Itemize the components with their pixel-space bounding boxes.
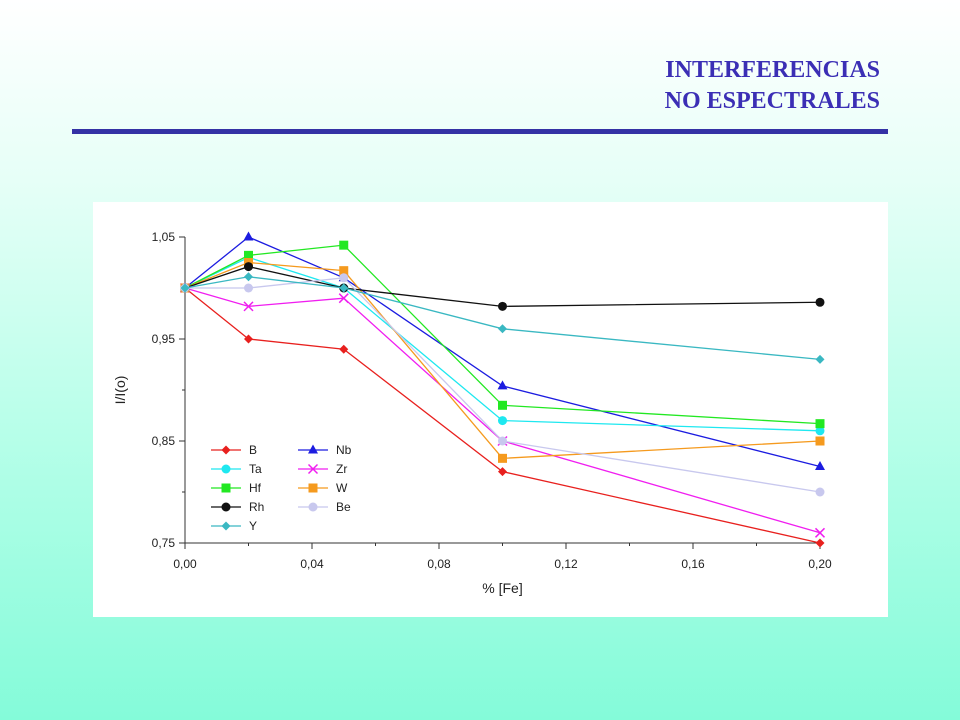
data-point-nb bbox=[815, 461, 825, 470]
data-point-y bbox=[244, 272, 253, 282]
legend-item-rh: Rh bbox=[211, 500, 264, 514]
data-point-be bbox=[498, 436, 507, 446]
slide-title-line-1: INTERFERENCIAS bbox=[665, 57, 880, 83]
legend-item-b: B bbox=[211, 443, 257, 457]
data-point-nb bbox=[243, 231, 254, 241]
data-point-w bbox=[815, 436, 825, 446]
y-tick-label: 0,75 bbox=[152, 536, 176, 550]
data-point-zr bbox=[338, 293, 349, 304]
legend-label: Nb bbox=[336, 443, 352, 457]
chart-legend: B Nb Ta Zr Hf W Rh Be Y bbox=[211, 443, 352, 533]
data-point-ta bbox=[815, 426, 825, 436]
legend-item-zr: Zr bbox=[298, 462, 347, 476]
legend-marker bbox=[307, 463, 319, 475]
series-line-nb bbox=[184, 236, 821, 468]
y-axis-label: I/I(o) bbox=[112, 376, 128, 405]
slide-title-line-2: NO ESPECTRALES bbox=[664, 88, 880, 114]
data-point-y bbox=[180, 283, 190, 293]
series-line-hf bbox=[184, 244, 821, 425]
series-be bbox=[180, 273, 825, 497]
legend-item-be: Be bbox=[298, 500, 351, 514]
x-axis-label: % [Fe] bbox=[482, 580, 522, 596]
legend-item-y: Y bbox=[211, 519, 257, 533]
data-point-hf bbox=[815, 419, 825, 429]
legend-marker bbox=[221, 483, 231, 493]
data-point-hf bbox=[339, 240, 349, 250]
series-zr bbox=[179, 282, 826, 538]
series-line-rh bbox=[184, 265, 821, 308]
chart-series bbox=[179, 231, 826, 548]
y-tick-label: 1,05 bbox=[152, 230, 176, 244]
data-point-y bbox=[498, 324, 507, 334]
data-point-b bbox=[815, 538, 825, 548]
y-tick-label: 0,85 bbox=[152, 434, 176, 448]
y-tick-label: 0,95 bbox=[152, 332, 176, 346]
data-point-rh bbox=[498, 301, 507, 311]
data-point-b bbox=[339, 344, 349, 354]
data-point-rh bbox=[244, 262, 253, 272]
line-chart: 1,05 0,95 0,85 0,75 0,00 0,04 0,08 0,12 0,16 0,20… bbox=[112, 230, 832, 596]
legend-label: Hf bbox=[249, 481, 262, 495]
legend-label: Zr bbox=[336, 462, 347, 476]
legend-marker bbox=[308, 502, 318, 512]
chart-panel: 1,05 0,95 0,85 0,75 0,00 0,04 0,08 0,12 0,16 0,20… bbox=[93, 202, 888, 617]
data-point-be bbox=[815, 487, 825, 497]
legend-label: Be bbox=[336, 500, 351, 514]
series-b bbox=[180, 283, 825, 548]
legend-item-hf: Hf bbox=[211, 481, 262, 495]
series-hf bbox=[180, 240, 825, 429]
series-line-w bbox=[184, 261, 821, 460]
slide-title: INTERFERENCIAS NO ESPECTRALES bbox=[665, 55, 880, 117]
data-point-w bbox=[498, 453, 507, 463]
title-underline bbox=[72, 129, 888, 134]
data-point-ta bbox=[498, 416, 507, 426]
legend-marker bbox=[221, 445, 231, 455]
legend-item-ta: Ta bbox=[211, 462, 262, 476]
data-point-b bbox=[244, 334, 253, 344]
data-point-hf bbox=[244, 250, 253, 260]
legend-marker bbox=[221, 521, 231, 531]
data-point-w bbox=[339, 266, 349, 276]
x-tick-label: 0,20 bbox=[808, 557, 832, 571]
data-point-be bbox=[339, 273, 349, 283]
series-y bbox=[180, 272, 825, 364]
legend-item-nb: Nb bbox=[298, 443, 352, 457]
series-w bbox=[180, 258, 825, 463]
legend-marker bbox=[308, 483, 318, 493]
data-point-y bbox=[339, 283, 349, 293]
legend-marker bbox=[221, 502, 231, 512]
legend-marker bbox=[221, 464, 231, 474]
series-line-y bbox=[184, 276, 821, 361]
legend-label: Ta bbox=[249, 462, 262, 476]
legend-item-w: W bbox=[298, 481, 348, 495]
data-point-zr bbox=[243, 301, 254, 312]
legend-marker bbox=[308, 444, 318, 454]
legend-label: Y bbox=[249, 519, 257, 533]
data-point-hf bbox=[498, 400, 507, 410]
legend-label: B bbox=[249, 443, 257, 457]
data-point-rh bbox=[815, 297, 825, 307]
data-point-be bbox=[244, 283, 253, 293]
x-tick-label: 0,04 bbox=[300, 557, 324, 571]
x-tick-label: 0,08 bbox=[427, 557, 451, 571]
x-tick-label: 0,12 bbox=[554, 557, 578, 571]
chart-axes: 1,05 0,95 0,85 0,75 0,00 0,04 0,08 0,12 0,16 0,20 bbox=[152, 230, 832, 571]
data-point-zr bbox=[814, 527, 826, 538]
data-point-nb bbox=[497, 380, 508, 390]
x-tick-label: 0,16 bbox=[681, 557, 705, 571]
legend-label: W bbox=[336, 481, 348, 495]
data-point-b bbox=[498, 467, 507, 477]
data-point-y bbox=[815, 354, 825, 364]
x-tick-label: 0,00 bbox=[173, 557, 197, 571]
legend-label: Rh bbox=[249, 500, 264, 514]
